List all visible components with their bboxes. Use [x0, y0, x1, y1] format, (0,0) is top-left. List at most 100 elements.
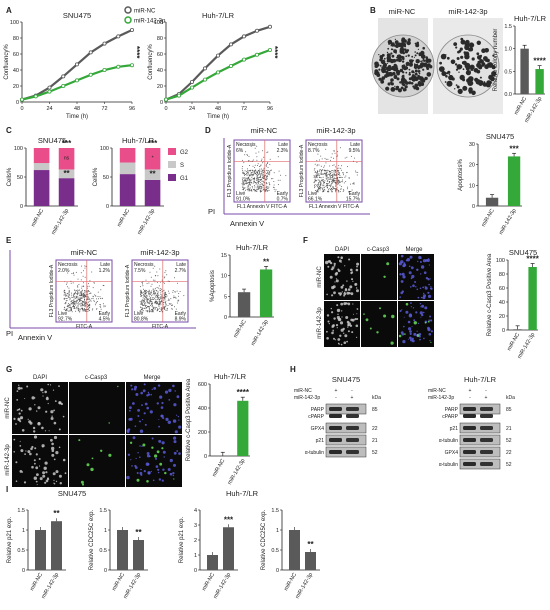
event-dot: [157, 296, 159, 298]
event-dot: [262, 180, 264, 182]
cell-nucleus: [139, 456, 141, 459]
legend-c-g1-swatch: [168, 174, 176, 181]
event-dot: [68, 289, 70, 291]
event-dot: [317, 153, 319, 155]
event-dot: [333, 179, 335, 181]
event-dot: [340, 169, 342, 171]
event-dot: [348, 191, 349, 193]
x-tick-label: miR-NC: [233, 319, 248, 339]
event-dot: [74, 298, 76, 299]
event-dot: [87, 308, 89, 310]
event-dot: [242, 182, 244, 184]
event-dot: [273, 188, 275, 190]
event-dot: [313, 176, 315, 178]
event-dot: [158, 305, 160, 307]
event-dot: [164, 294, 165, 296]
colony-dot: [415, 86, 420, 91]
blot-sign: -: [469, 395, 471, 401]
bar-mir: [237, 400, 249, 456]
event-dot: [318, 164, 320, 166]
x-tick-label: 48: [74, 106, 80, 112]
cell-nucleus: [329, 275, 333, 279]
event-dot: [315, 146, 317, 148]
event-dot: [144, 289, 146, 291]
event-dot: [250, 169, 252, 171]
event-dot: [244, 154, 246, 156]
cell-nucleus: [369, 327, 372, 330]
event-dot: [65, 295, 67, 297]
colony-dot: [486, 58, 490, 63]
event-dot: [141, 303, 142, 305]
cell-nucleus: [154, 454, 158, 458]
cell-nucleus: [415, 286, 417, 288]
event-dot: [267, 170, 269, 172]
event-dot: [334, 152, 336, 154]
event-dot: [256, 191, 258, 192]
blot-band-lane1: [463, 462, 476, 466]
event-dot: [158, 295, 160, 297]
event-dot: [76, 308, 78, 310]
cell-nucleus: [356, 262, 360, 266]
x-tick-label: miR-NC: [212, 458, 227, 478]
colony-dot: [390, 67, 394, 71]
x-tick-label: miR-142-3p: [123, 572, 143, 600]
event-dot: [314, 186, 316, 188]
colony-dot: [462, 78, 466, 82]
event-dot: [166, 308, 168, 310]
event-dot: [169, 304, 171, 305]
cell-nucleus: [19, 440, 21, 442]
colony-dot: [476, 52, 480, 56]
colony-dot: [427, 59, 430, 62]
colony-dot: [405, 82, 407, 84]
colony-dot: [402, 52, 405, 55]
event-dot: [319, 189, 321, 191]
event-dot: [154, 289, 156, 291]
quadrant-early: Early: [277, 191, 289, 197]
cell-nucleus: [26, 385, 29, 388]
cell-nucleus: [399, 296, 402, 298]
event-dot: [277, 179, 279, 181]
event-dot: [149, 290, 151, 292]
cell-nucleus: [405, 302, 409, 306]
event-dot: [330, 185, 332, 187]
colony-dot: [479, 76, 482, 79]
event-dot: [314, 184, 316, 186]
x-tick-label: 0: [164, 106, 167, 112]
event-dot: [255, 179, 257, 181]
event-dot: [325, 173, 327, 175]
event-dot: [77, 295, 79, 297]
colony-dot: [438, 66, 445, 72]
event-dot: [318, 174, 320, 176]
event-dot: [174, 277, 175, 279]
event-dot: [78, 298, 80, 300]
event-dot: [316, 184, 318, 185]
event-dot: [335, 184, 337, 186]
event-dot: [261, 186, 263, 188]
event-dot: [262, 174, 264, 176]
event-dot: [250, 181, 252, 183]
cell-nucleus: [410, 266, 414, 270]
event-dot: [63, 298, 65, 300]
cell-nucleus: [100, 449, 103, 452]
cell-nucleus: [354, 283, 357, 286]
chart-title: Huh-7/LR: [122, 136, 155, 145]
event-dot: [246, 154, 248, 155]
event-dot: [320, 181, 322, 183]
blot-protein-label: PARP: [311, 407, 325, 413]
x-tick-label: miR-NC: [111, 572, 126, 592]
event-dot: [142, 304, 144, 306]
colony-dot: [485, 82, 491, 88]
event-dot: [253, 181, 255, 183]
event-dot: [253, 180, 255, 182]
colony-dot: [390, 42, 395, 47]
event-dot: [250, 172, 252, 174]
event-dot: [252, 165, 254, 167]
cell-nucleus: [329, 261, 333, 265]
event-dot: [84, 293, 86, 295]
colony-dot: [380, 79, 384, 82]
colony-dot: [397, 54, 402, 59]
cell-nucleus: [416, 288, 419, 291]
event-dot: [325, 186, 327, 187]
